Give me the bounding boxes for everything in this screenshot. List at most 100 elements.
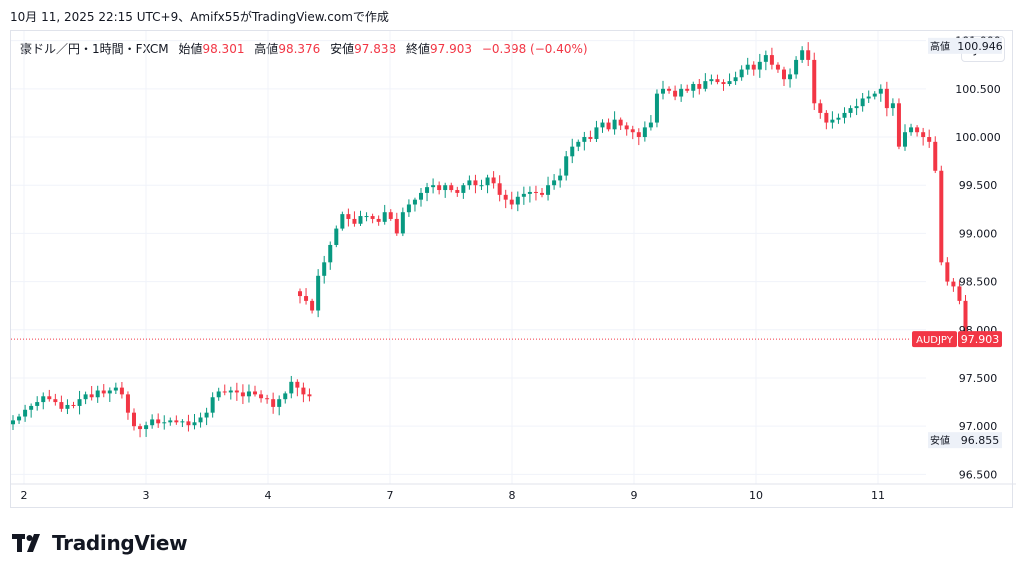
low-label: 安値 — [330, 42, 355, 56]
price-chart[interactable]: 96.50097.00097.50098.00098.50099.00099.5… — [0, 0, 1024, 520]
x-tick-label: 9 — [631, 489, 638, 502]
candle-body — [443, 185, 448, 191]
candle-body — [180, 421, 185, 423]
candle-body — [204, 412, 209, 418]
candle-body — [775, 64, 780, 70]
candle-body — [328, 244, 333, 263]
candle-body — [47, 396, 52, 400]
candle-body — [29, 405, 34, 410]
candle-body — [872, 93, 877, 97]
candle-body — [168, 420, 173, 423]
last-price-tag: 97.903 — [961, 333, 1000, 346]
high-marker-label: 高値 — [930, 40, 950, 53]
candle-body — [455, 190, 460, 193]
chart-frame[interactable] — [10, 30, 1013, 508]
candle-body — [491, 177, 496, 184]
close-label: 終値 — [405, 42, 430, 56]
time-axis: 2 3 4 7 8 9 10 11 — [11, 483, 1016, 502]
last-price-tag-bg — [958, 331, 1002, 348]
candle-body — [125, 394, 130, 413]
candle-body — [253, 391, 257, 395]
candle-body — [648, 122, 653, 128]
candle-body — [794, 59, 799, 75]
candle-body — [271, 399, 276, 407]
candle-body — [289, 381, 294, 394]
candle-body — [763, 55, 768, 62]
candle-body — [812, 59, 817, 104]
candle-body — [400, 212, 405, 234]
candle-body — [186, 421, 191, 426]
symbol-tag-bg — [912, 331, 957, 348]
price-markers: AUDJPY 97.903 高値 100.946 安値 96.855 — [11, 37, 1003, 449]
candle-body — [715, 79, 720, 83]
candle-body — [654, 93, 659, 123]
candle-body — [515, 196, 520, 205]
candle-body — [927, 137, 932, 142]
candle-body — [951, 281, 956, 287]
candle-body — [757, 61, 762, 70]
candle-body — [890, 103, 895, 109]
candle-body — [138, 426, 143, 430]
tradingview-logo-icon — [12, 534, 40, 552]
candle-body — [95, 390, 100, 398]
high-value: 98.376 — [278, 42, 321, 56]
candle-body — [721, 82, 726, 85]
candle-body — [570, 146, 575, 157]
candle-body — [132, 412, 136, 427]
candle-body — [283, 393, 288, 400]
x-tick-label: 2 — [21, 489, 28, 502]
chart-grid — [11, 31, 926, 484]
candle-body — [71, 404, 76, 406]
candle-body — [552, 180, 557, 186]
change-value: −0.398 (−0.40%) — [481, 42, 588, 56]
candle-body — [939, 170, 944, 263]
candle-body — [59, 402, 64, 409]
high-label: 高値 — [254, 42, 279, 56]
tradingview-logo[interactable]: TradingView — [12, 531, 188, 555]
candle-body — [449, 185, 454, 191]
candle-body — [174, 420, 179, 423]
candle-body — [697, 84, 702, 89]
candle-body — [739, 69, 744, 78]
candle-body — [301, 387, 306, 395]
candle-body — [503, 194, 508, 200]
candle-body — [11, 420, 15, 425]
symbol-tag: AUDJPY — [916, 335, 954, 346]
candle-body — [101, 390, 106, 394]
candle-body — [192, 422, 197, 426]
candle-body — [509, 199, 514, 205]
candle-body — [854, 106, 859, 109]
candle-body — [113, 387, 118, 391]
candle-body — [65, 404, 70, 409]
candle-body — [540, 192, 544, 195]
candle-body — [878, 88, 883, 94]
candle-body — [703, 81, 708, 89]
candle-body — [618, 119, 623, 126]
low-marker-label: 安値 — [930, 434, 950, 447]
candle-body — [818, 103, 823, 113]
candle-body — [963, 300, 968, 340]
candle-body — [210, 397, 215, 413]
y-tick-label: 96.500 — [959, 468, 998, 481]
candle-body — [733, 77, 738, 82]
candle-body — [884, 88, 889, 109]
candle-body — [661, 88, 665, 94]
candle-body — [17, 416, 22, 421]
candle-body — [358, 216, 363, 224]
candle-body — [198, 417, 203, 423]
symbol-label[interactable]: 豪ドル／円・1時間・FXCM — [20, 42, 169, 56]
candle-body — [745, 64, 750, 70]
candle-body — [600, 122, 605, 128]
x-tick-label: 3 — [143, 489, 150, 502]
candle-body — [228, 390, 233, 393]
candle-body — [23, 409, 28, 417]
candle-body — [582, 137, 587, 142]
x-tick-label: 11 — [871, 489, 885, 502]
candle-body — [265, 398, 270, 400]
candle-body — [352, 218, 357, 224]
open-label: 始値 — [178, 42, 203, 56]
candle-body — [624, 125, 629, 130]
candle-body — [642, 127, 647, 138]
candle-body — [376, 218, 381, 222]
candle-body — [431, 185, 436, 188]
